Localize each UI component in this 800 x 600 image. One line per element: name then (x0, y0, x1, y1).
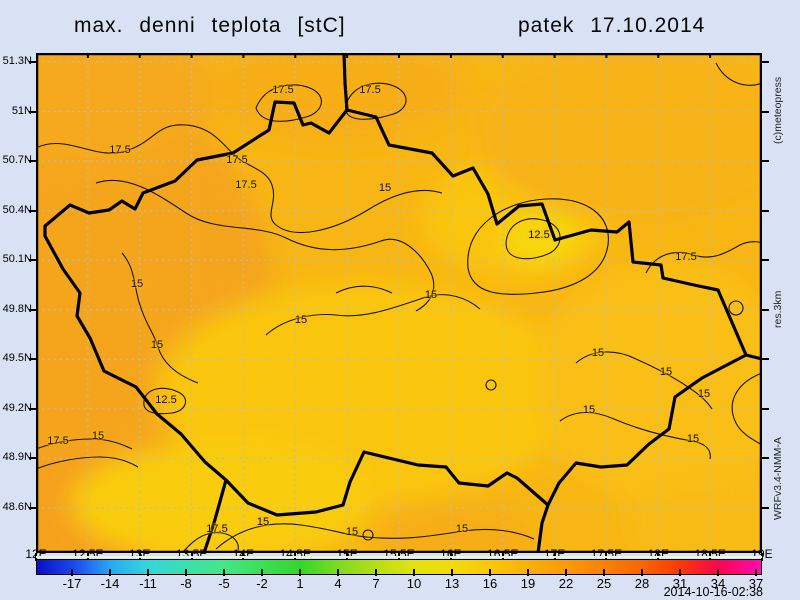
lat-tick (29, 259, 36, 262)
contour-lines (36, 62, 762, 552)
country-borders (43, 53, 762, 553)
right-tick (762, 110, 769, 113)
resolution-label: res.3km (772, 290, 784, 328)
colorbar (36, 559, 762, 575)
lat-label: 50.1N (2, 253, 32, 266)
right-tick (762, 507, 769, 510)
colorbar-value: 28 (634, 576, 650, 591)
lat-tick (29, 110, 36, 113)
colorbar-value: 22 (558, 576, 574, 591)
lon-axis-line (36, 556, 762, 558)
germany-poland-border (342, 53, 349, 112)
lat-label: 49.2N (2, 401, 32, 414)
lat-label: 49.8N (2, 302, 32, 315)
map-date: patek 17.10.2014 (518, 14, 706, 37)
colorbar-value: -5 (218, 576, 230, 591)
lat-label: 48.6N (2, 501, 32, 514)
right-tick (762, 457, 769, 460)
lat-tick (29, 407, 36, 410)
colorbar-value: 25 (596, 576, 612, 591)
colorbar-value: 10 (406, 576, 422, 591)
colorbar-value: -8 (180, 576, 192, 591)
lat-tick (29, 160, 36, 163)
lat-tick (29, 457, 36, 460)
grid-lines (36, 53, 762, 553)
right-tick (762, 407, 769, 410)
temperature-blobs (36, 53, 762, 553)
right-tick (762, 61, 769, 63)
colorbar-value: -11 (139, 576, 157, 591)
austria-slovakia-border (536, 503, 550, 553)
colorbar-value: 7 (372, 576, 380, 591)
lat-label: 50.4N (2, 203, 32, 216)
colorbar-value: 13 (444, 576, 460, 591)
colorbar-value: 4 (334, 576, 342, 591)
right-tick (762, 308, 769, 311)
colorbar-value: 1 (296, 576, 304, 591)
model-label: WRFv3.4-NMM-A (772, 437, 784, 521)
right-tick (762, 160, 769, 163)
colorbar-value: -14 (100, 576, 120, 591)
map-border (36, 53, 762, 553)
right-tick (762, 358, 769, 361)
right-tick (762, 259, 769, 262)
lat-label: 50.7N (2, 154, 32, 167)
run-timestamp: 2014-10-16-02:38 (663, 585, 763, 599)
colorbar-value: -2 (256, 576, 268, 591)
map-title: max. denni teplota [stC] (74, 14, 346, 37)
copyright-label: (c)meteopress (772, 76, 784, 144)
lat-tick (29, 61, 36, 63)
colorbar-value: -17 (62, 576, 82, 591)
lat-tick (29, 358, 36, 361)
lat-tick (29, 507, 36, 510)
lat-tick (29, 209, 36, 212)
lat-label: 49.5N (2, 352, 32, 365)
temperature-field-svg (36, 53, 762, 553)
lat-label: 51.3N (2, 55, 32, 67)
czech-border (43, 100, 748, 517)
lat-tick (29, 308, 36, 311)
germany-austria-border (202, 478, 228, 553)
lat-label: 48.9N (2, 451, 32, 464)
colorbar-value: 16 (482, 576, 498, 591)
poland-slovakia-border (744, 353, 762, 361)
map-area: 17.5 17.5 17.5 17.5 17.5 15 12.5 17.5 15 15 15 15 12… (36, 53, 762, 553)
lat-label: 51N (11, 104, 32, 117)
right-tick (762, 209, 769, 212)
colorbar-value: 19 (520, 576, 536, 591)
